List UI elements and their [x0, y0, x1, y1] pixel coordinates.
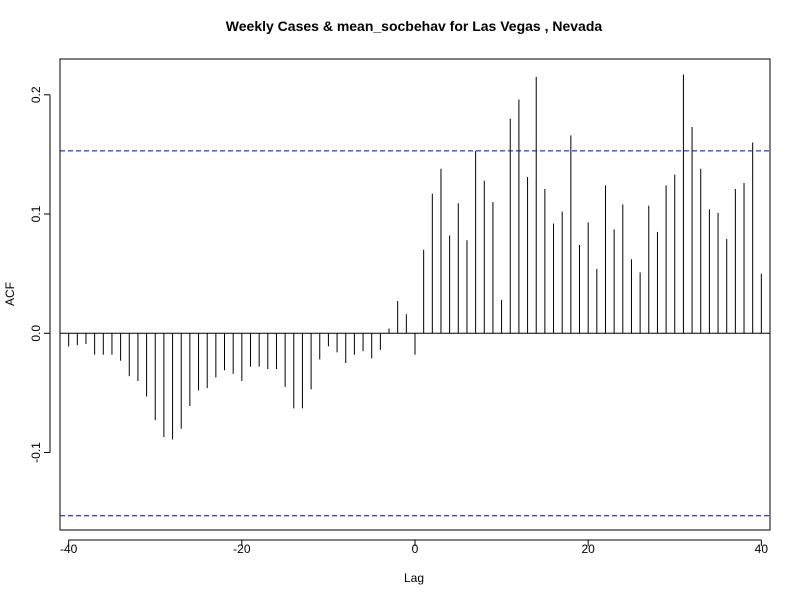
x-tick-label: 20 — [581, 542, 595, 556]
x-tick-label: 40 — [755, 542, 769, 556]
y-tick-label: -0.1 — [29, 442, 43, 463]
x-tick-label: 0 — [412, 542, 419, 556]
chart-title: Weekly Cases & mean_socbehav for Las Veg… — [226, 18, 603, 34]
x-axis-label: Lag — [404, 571, 424, 585]
y-tick-label: 0.0 — [29, 325, 43, 342]
x-tick-label: -20 — [233, 542, 251, 556]
y-tick-label: 0.1 — [29, 205, 43, 222]
acf-bars — [68, 74, 762, 440]
y-axis: -0.1 0.0 0.1 0.2 — [29, 86, 51, 463]
y-tick-label: 0.2 — [29, 86, 43, 103]
plot-frame — [59, 58, 771, 531]
y-axis-label: ACF — [3, 282, 17, 306]
x-tick-label: -40 — [60, 542, 78, 556]
reference-lines — [60, 150, 770, 517]
x-axis: -40 -20 0 20 40 — [60, 539, 769, 556]
